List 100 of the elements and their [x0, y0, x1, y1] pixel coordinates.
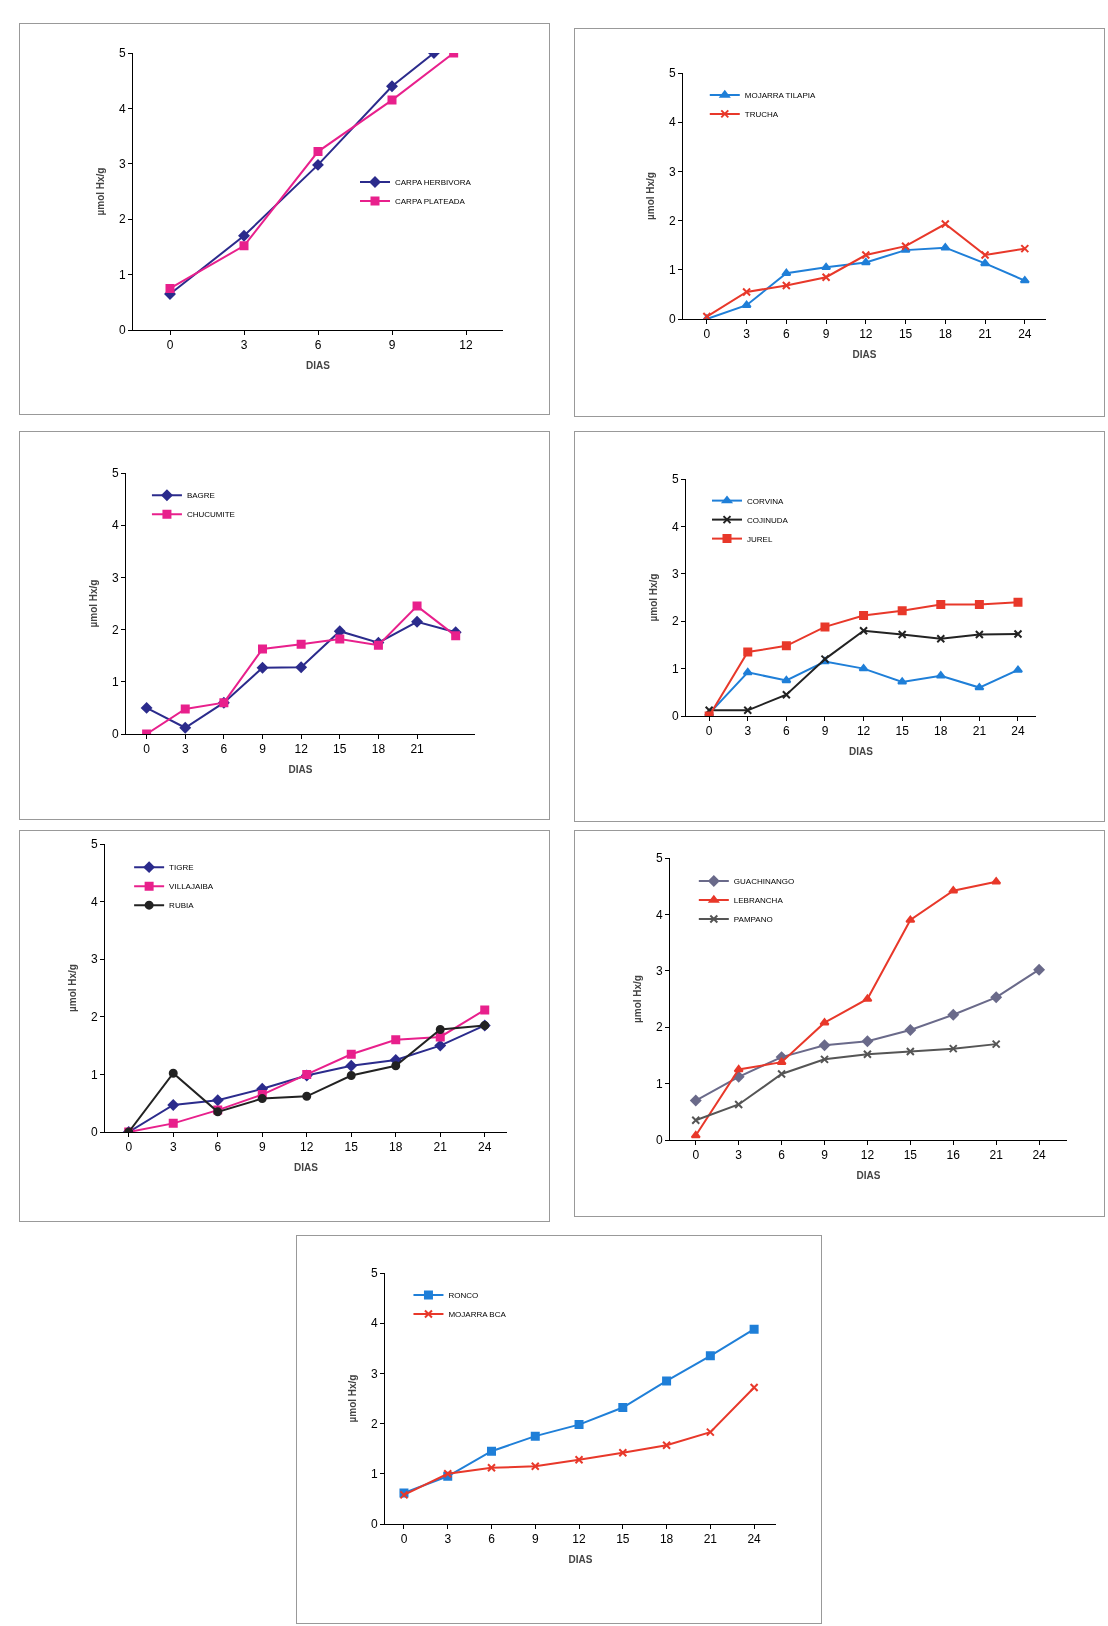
x-tick-label: 18: [371, 741, 386, 756]
y-tick-label: 4: [111, 517, 119, 532]
legend-label: COJINUDA: [746, 515, 789, 525]
y-tick-label: 4: [118, 101, 126, 116]
x-tick-label: 12: [856, 723, 871, 738]
legend-label: RONCO: [448, 1290, 478, 1300]
x-tick-label: 21: [978, 327, 992, 342]
y-tick-label: 0: [668, 312, 676, 327]
x-tick-label: 12: [572, 1531, 586, 1546]
y-tick-label: 4: [90, 894, 98, 909]
x-tick-label: 6: [782, 327, 790, 342]
legend-label: MOJARRA BCA: [448, 1309, 507, 1319]
x-tick-label: 3: [735, 1148, 743, 1163]
x-tick-label: 24: [1011, 723, 1025, 738]
legend-label: VILLAJAIBA: [168, 882, 214, 892]
y-tick-label: 4: [671, 519, 679, 534]
legend-label: GUACHINANGO: [733, 877, 794, 887]
y-tick-label: 1: [671, 661, 679, 676]
x-tick-label: 21: [433, 1140, 447, 1155]
x-tick-label: 9: [821, 723, 829, 738]
y-tick-label: 3: [655, 963, 663, 978]
y-tick-label: 0: [671, 708, 679, 723]
x-tick-label: 18: [388, 1140, 403, 1155]
x-tick-label: 15: [903, 1148, 918, 1163]
x-axis-title: DIAS: [848, 745, 873, 757]
x-tick-label: 9: [822, 327, 830, 342]
x-tick-label: 21: [703, 1531, 718, 1546]
x-tick-label: 12: [294, 741, 308, 756]
x-tick-label: 0: [166, 338, 174, 353]
x-tick-label: 12: [860, 1148, 875, 1163]
y-tick-label: 5: [668, 66, 676, 81]
y-tick-label: 3: [118, 156, 126, 171]
x-tick-label: 18: [938, 327, 953, 342]
x-axis-title: DIAS: [288, 763, 313, 775]
x-tick-label: 9: [820, 1148, 828, 1163]
legend-label: TIGRE: [168, 863, 194, 873]
legend-label: CARPA PLATEADA: [394, 196, 466, 206]
x-tick-label: 3: [169, 1140, 177, 1155]
y-tick-label: 0: [90, 1125, 98, 1140]
y-tick-label: 2: [671, 613, 679, 628]
y-tick-label: 3: [671, 566, 679, 581]
x-tick-label: 9: [531, 1531, 539, 1546]
x-tick-label: 15: [332, 741, 347, 756]
x-tick-label: 0: [705, 723, 713, 738]
x-tick-label: 21: [989, 1148, 1003, 1163]
legend-label: CHUCUMITE: [186, 509, 235, 519]
y-tick-label: 3: [370, 1366, 378, 1381]
y-tick-label: 4: [655, 907, 663, 922]
y-tick-label: 2: [90, 1009, 98, 1024]
legend-label: PAMPANO: [733, 915, 773, 925]
x-tick-label: 3: [744, 723, 752, 738]
x-axis-title: DIAS: [856, 1169, 881, 1181]
y-tick-label: 5: [671, 471, 679, 486]
x-tick-label: 3: [742, 327, 750, 342]
x-tick-label: 6: [220, 741, 228, 756]
y-tick-label: 1: [111, 674, 119, 689]
y-tick-label: 1: [668, 263, 676, 277]
y-tick-label: 3: [90, 952, 98, 967]
y-tick-label: 5: [111, 465, 119, 480]
y-tick-label: 5: [655, 851, 663, 866]
y-axis-title: µmol Hx/g: [94, 167, 106, 216]
x-axis-title: DIAS: [293, 1161, 318, 1173]
y-tick-label: 5: [118, 46, 126, 61]
x-tick-label: 21: [410, 741, 424, 756]
x-tick-label: 21: [972, 723, 987, 738]
legend-label: RUBIA: [168, 901, 194, 911]
x-tick-label: 6: [314, 338, 322, 353]
x-tick-label: 16: [946, 1148, 960, 1163]
y-tick-label: 1: [655, 1076, 663, 1091]
x-tick-label: 18: [933, 723, 948, 738]
legend-label: MOJARRA TILAPIA: [744, 91, 816, 100]
x-tick-label: 9: [258, 741, 266, 756]
y-tick-label: 1: [370, 1466, 378, 1481]
y-tick-label: 3: [111, 570, 119, 585]
x-tick-label: 6: [214, 1140, 222, 1155]
x-tick-label: 9: [388, 338, 396, 353]
x-tick-label: 6: [782, 723, 790, 738]
legend-label: TRUCHA: [744, 110, 779, 119]
legend-label: JUREL: [746, 534, 773, 544]
legend-label: LEBRANCHA: [733, 896, 784, 906]
x-tick-label: 12: [299, 1140, 314, 1155]
x-tick-label: 0: [692, 1148, 700, 1163]
x-tick-label: 3: [240, 338, 248, 353]
x-tick-label: 0: [142, 741, 150, 756]
y-tick-label: 1: [118, 267, 126, 282]
y-tick-label: 2: [111, 622, 119, 637]
x-tick-label: 0: [400, 1531, 408, 1546]
x-tick-label: 24: [477, 1140, 492, 1155]
y-tick-label: 2: [655, 1020, 663, 1035]
x-axis-title: DIAS: [568, 1553, 593, 1565]
y-tick-label: 2: [370, 1416, 378, 1431]
y-tick-label: 5: [90, 837, 98, 852]
legend-label: BAGRE: [186, 490, 215, 500]
y-axis-title: µmol Hx/g: [66, 963, 78, 1012]
y-tick-label: 1: [90, 1067, 98, 1082]
y-axis-title: µmol Hx/g: [346, 1374, 358, 1423]
x-tick-label: 15: [344, 1140, 358, 1155]
y-axis-title: µmol Hx/g: [631, 974, 643, 1023]
x-tick-label: 24: [1032, 1148, 1046, 1163]
x-tick-label: 0: [703, 327, 711, 342]
